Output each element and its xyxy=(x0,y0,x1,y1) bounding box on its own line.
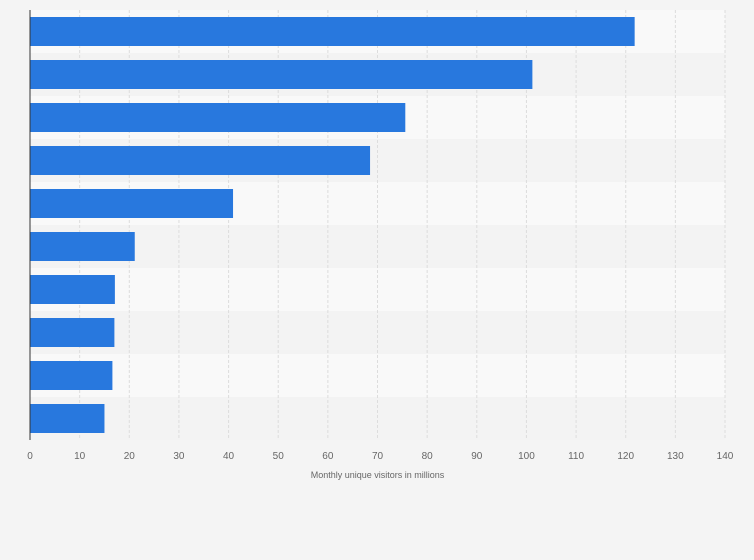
x-axis-title: Monthly unique visitors in millions xyxy=(311,470,445,480)
bar xyxy=(30,103,406,132)
row-band xyxy=(30,268,725,311)
x-tick-label: 20 xyxy=(124,451,136,462)
bar xyxy=(30,146,371,175)
x-tick-label: 70 xyxy=(372,451,384,462)
x-tick-label: 140 xyxy=(717,451,734,462)
x-tick-label: 130 xyxy=(667,451,684,462)
bar xyxy=(30,275,115,304)
bars xyxy=(30,17,635,433)
bar xyxy=(30,189,234,218)
bar xyxy=(30,60,533,89)
x-tick-label: 110 xyxy=(568,451,584,462)
bar xyxy=(30,404,105,433)
x-tick-label: 120 xyxy=(617,451,634,462)
bar xyxy=(30,361,113,390)
x-tick-label: 30 xyxy=(173,451,185,462)
x-tick-label: 40 xyxy=(223,451,235,462)
row-band xyxy=(30,397,725,440)
x-tick-label: 80 xyxy=(422,451,434,462)
bar xyxy=(30,318,115,347)
x-tick-label: 10 xyxy=(74,451,86,462)
bar xyxy=(30,17,635,46)
x-tick-label: 100 xyxy=(518,451,535,462)
x-tick-label: 0 xyxy=(27,451,33,462)
x-tick-label: 50 xyxy=(273,451,285,462)
bar xyxy=(30,232,135,261)
x-tick-labels: 0 10 20 30 40 50 60 70 80 90 100 110 120 130 140 xyxy=(27,451,734,462)
x-tick-label: 60 xyxy=(322,451,334,462)
x-tick-label: 90 xyxy=(471,451,483,462)
